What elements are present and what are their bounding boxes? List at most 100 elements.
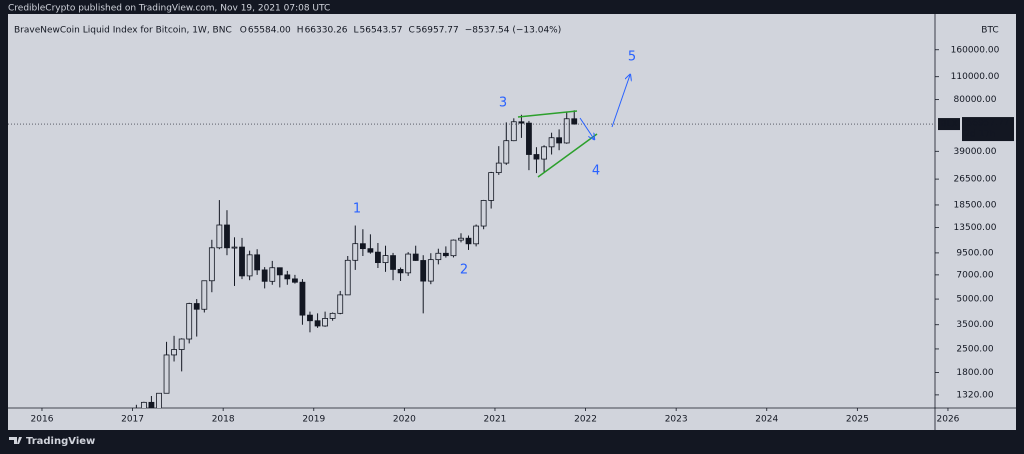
x-tick-label: 2019	[302, 415, 325, 425]
candle-body	[276, 267, 283, 276]
y-tick-label: 9500.00	[956, 248, 993, 258]
last-price-label: 56957.77	[967, 119, 1010, 129]
ohlc-key: L	[354, 26, 359, 36]
candle-body	[171, 349, 177, 356]
trendline	[517, 110, 578, 118]
wave-label: 1	[353, 202, 361, 217]
ohlc-value: 56957.77	[416, 26, 459, 36]
candle-body	[246, 254, 253, 277]
candle-body	[140, 401, 147, 408]
y-tick-label: 160000.00	[951, 45, 1000, 55]
candle-body	[231, 246, 238, 249]
candle-body	[571, 118, 578, 125]
candle-body	[307, 314, 313, 322]
x-tick-label: 2022	[574, 415, 597, 425]
legend: BraveNewCoin Liquid Index for Bitcoin, 1…	[14, 26, 561, 36]
chart-background	[8, 14, 1016, 430]
wave-label: 2	[460, 263, 468, 278]
candle-body	[178, 338, 185, 350]
candle-body	[412, 253, 419, 261]
wave-label: 5	[628, 50, 636, 65]
symbol-badge	[938, 118, 960, 131]
candle-body	[201, 280, 208, 310]
candle-body	[563, 118, 570, 144]
candle-body	[367, 248, 374, 253]
arrow	[611, 75, 630, 128]
candle-body	[480, 200, 487, 227]
candle-body	[352, 243, 359, 261]
y-tick-label: 26500.00	[954, 175, 997, 185]
candle-body	[427, 259, 434, 282]
ohlc-key: H	[297, 26, 304, 36]
candle-body	[329, 312, 336, 319]
x-tick-label: 2023	[665, 415, 688, 425]
candle-body	[420, 260, 427, 282]
candle-body	[359, 243, 366, 250]
logo	[9, 437, 22, 444]
candle-body	[450, 239, 457, 257]
change: −8537.54 (−13.04%)	[465, 26, 562, 36]
candle-body	[186, 303, 193, 340]
candle-body	[193, 303, 200, 310]
candle-body	[299, 281, 306, 316]
brand: TradingView	[26, 436, 95, 447]
x-tick-label: 2026	[937, 415, 960, 425]
y-tick-label: 1800.00	[956, 368, 993, 378]
wave-label: 3	[499, 96, 507, 111]
countdown: 2d 17h	[964, 130, 995, 140]
x-tick-label: 2018	[212, 415, 235, 425]
candle-body	[322, 318, 328, 327]
candle-body	[390, 255, 396, 270]
candle-body	[526, 122, 532, 155]
candle-body	[397, 269, 404, 274]
candle-body	[314, 320, 321, 327]
candle-body	[405, 253, 412, 274]
x-tick-label: 2020	[393, 415, 416, 425]
candle-body	[239, 246, 245, 277]
candle-body	[495, 162, 502, 174]
axes: 1320.00 1800.00 2500.00 3500.00 5000.00 7000.…	[31, 45, 1014, 425]
candle-body	[269, 267, 276, 282]
candle-body	[344, 259, 351, 296]
candle-body	[510, 121, 517, 142]
y-tick-label: 7000.00	[956, 270, 993, 280]
candle-body	[382, 255, 389, 264]
annotations: 1 2 3 4 5	[353, 50, 636, 278]
ohlc-value: 66330.26	[305, 26, 348, 36]
publisher: CredibleCrypto published on TradingView.…	[8, 4, 330, 14]
x-tick-label: 2024	[755, 415, 778, 425]
candle-body	[148, 401, 155, 408]
arrow	[579, 117, 594, 139]
candle-body	[224, 224, 230, 249]
x-tick-label: 2021	[484, 415, 507, 425]
candle-body	[208, 247, 215, 282]
candle-body	[156, 392, 162, 408]
wave-label: 4	[592, 164, 600, 179]
candle-body	[548, 137, 555, 148]
ohlc-value: 56543.57	[360, 26, 403, 36]
series-title: BraveNewCoin Liquid Index for Bitcoin, 1…	[14, 26, 232, 36]
ohlc-value: 65584.00	[248, 26, 291, 36]
y-tick-label: 1320.00	[956, 390, 993, 400]
candle-body	[465, 237, 472, 245]
candle-body	[261, 269, 268, 282]
y-tick-label: 2500.00	[956, 344, 993, 354]
candle-body	[163, 354, 170, 394]
candle-body	[488, 172, 495, 201]
y-tick-label: 13500.00	[954, 223, 997, 233]
candle-body	[216, 224, 223, 249]
candle-body	[442, 252, 449, 257]
candle-body	[254, 254, 261, 271]
candle-body	[518, 121, 525, 124]
candle-body	[435, 252, 442, 261]
x-tick-label: 2025	[846, 415, 869, 425]
candle-body	[533, 154, 540, 160]
ohlc-key: O	[240, 26, 247, 36]
candle-body	[473, 225, 480, 245]
y-tick-label: 3500.00	[956, 320, 993, 330]
candle-body	[284, 274, 291, 280]
footer: TradingView	[9, 436, 95, 447]
y-tick-label: 39000.00	[954, 147, 997, 157]
